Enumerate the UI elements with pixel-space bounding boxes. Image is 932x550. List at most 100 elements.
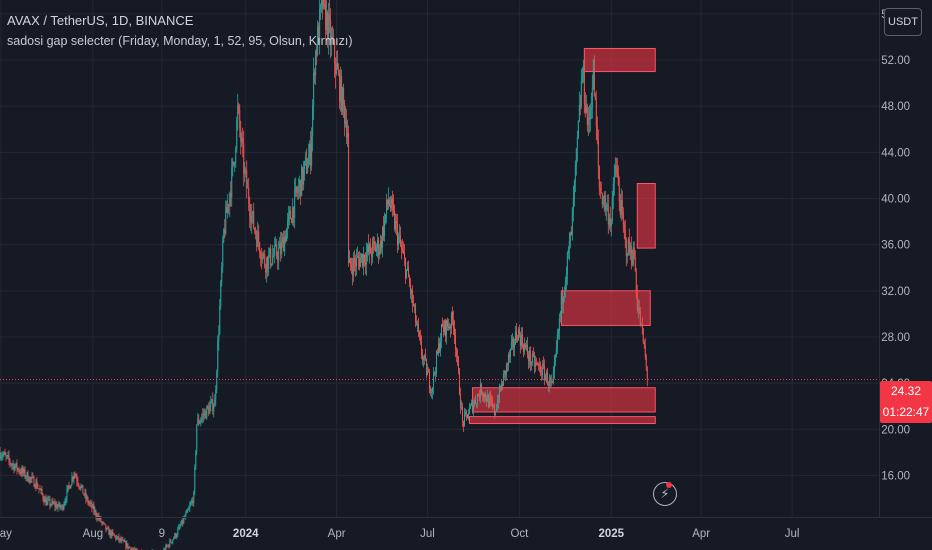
candle-body <box>430 388 432 393</box>
candle-body <box>622 212 624 225</box>
candle-body <box>530 362 532 365</box>
candle-body <box>239 110 241 129</box>
candle-body <box>135 548 137 550</box>
candle-body <box>52 500 54 504</box>
candle-body <box>541 363 543 376</box>
candle-body <box>317 26 319 55</box>
candle-body <box>315 51 317 76</box>
candle-body <box>340 76 342 102</box>
candle-body <box>28 481 30 483</box>
candle-body <box>23 469 25 473</box>
candle-body <box>603 194 605 202</box>
lightning-bolt-icon[interactable]: ⚡︎ <box>653 482 677 506</box>
candle-body <box>459 394 461 408</box>
candle-body <box>502 373 504 386</box>
candle-body <box>448 326 450 329</box>
candle-body <box>195 451 197 468</box>
candle-body <box>318 26 320 43</box>
candle-body <box>262 253 264 260</box>
candle-body <box>636 293 638 310</box>
candle-body <box>346 121 348 138</box>
candle-body <box>472 405 474 413</box>
candle-body <box>279 243 281 249</box>
candle-body <box>531 353 533 363</box>
candle-body <box>406 269 408 278</box>
candle-body <box>564 283 566 293</box>
candle-body <box>65 499 67 502</box>
candle-body <box>44 498 46 503</box>
candle-body <box>500 383 502 391</box>
candle-body <box>411 290 413 294</box>
candle-body <box>618 185 620 202</box>
candle-body <box>129 546 131 549</box>
candle-body <box>62 505 64 509</box>
candle-body <box>175 533 177 538</box>
candle-body <box>22 468 24 473</box>
candle-body <box>183 517 185 524</box>
candle-body <box>604 194 606 210</box>
candle-body <box>234 162 236 165</box>
candle-body <box>526 345 528 356</box>
candle-body <box>166 545 168 547</box>
candle-body <box>623 224 625 231</box>
candle-body <box>292 206 294 223</box>
candle-body <box>89 503 91 504</box>
candle-body <box>561 293 563 305</box>
candle-body <box>563 292 565 297</box>
candle-body <box>301 167 303 197</box>
candle-body <box>111 531 113 537</box>
candle-body <box>539 365 541 374</box>
candle-body <box>35 481 37 488</box>
candle-body <box>631 260 633 265</box>
candle-body <box>471 402 473 413</box>
price-axis[interactable]: 16.0020.0024.0028.0032.0036.0040.0044.00… <box>879 0 932 550</box>
candle-body <box>413 303 415 306</box>
candle-body <box>213 406 215 412</box>
candle-body <box>555 347 557 355</box>
candle-body <box>114 535 116 537</box>
currency-button[interactable]: USDT <box>884 8 922 36</box>
candle-body <box>630 245 632 261</box>
gap-box <box>468 416 656 425</box>
candle-body <box>443 320 445 333</box>
candle-body <box>470 402 472 405</box>
candle-body <box>284 236 286 252</box>
candle-body <box>482 395 484 397</box>
candle-body <box>598 165 600 188</box>
candle-body <box>515 331 517 340</box>
candle-body <box>424 355 426 358</box>
candle-body <box>439 343 440 352</box>
candle-body <box>488 397 490 407</box>
candle-body <box>492 405 494 407</box>
candle-body <box>485 398 487 403</box>
candle-body <box>51 500 53 505</box>
time-tick-label: Jul <box>420 528 435 540</box>
candle-body <box>433 372 435 388</box>
candle-body <box>311 136 313 166</box>
candle-body <box>251 214 253 223</box>
candle-body <box>70 484 72 489</box>
candle-body <box>370 243 372 254</box>
candle-body <box>422 354 424 360</box>
symbol-title[interactable]: AVAX / TetherUS, 1D, BINANCE <box>7 13 194 28</box>
candle-body <box>79 486 81 489</box>
candle-body <box>376 247 378 252</box>
candle-body <box>92 505 94 509</box>
candle-body <box>383 227 385 236</box>
candle-body <box>313 72 315 106</box>
candle-body <box>203 414 205 416</box>
candle-body <box>628 239 630 253</box>
candle-body <box>511 339 513 343</box>
candle-body <box>250 216 252 223</box>
indicator-title[interactable]: sadosi gap selecter (Friday, Monday, 1, … <box>7 34 353 48</box>
candle-body <box>38 488 40 490</box>
candle-body <box>84 492 86 495</box>
time-axis[interactable]: May Aug 9 2024 Apr Jul Oct 2025 Apr Jul <box>0 517 932 541</box>
candle-body <box>412 290 414 304</box>
candle-body <box>521 334 523 346</box>
candle-body <box>289 211 291 214</box>
candle-body <box>519 335 521 347</box>
candle-body <box>358 256 360 260</box>
candle-body <box>119 538 121 541</box>
